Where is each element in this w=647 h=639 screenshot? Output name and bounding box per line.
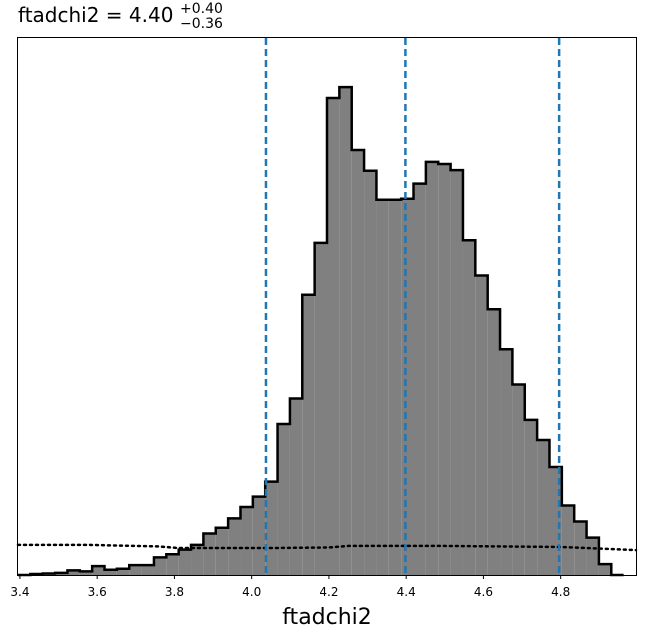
histogram-bar (228, 518, 241, 575)
histogram-bar (178, 549, 192, 575)
x-tick-label: 4.0 (242, 585, 261, 599)
histogram-bar (574, 521, 587, 575)
x-tick-label: 4.4 (397, 585, 416, 599)
histogram-bar (191, 544, 204, 575)
histogram-bar (79, 571, 93, 575)
histogram-bar (598, 564, 612, 575)
histogram-bar (302, 294, 315, 575)
histogram-bar (450, 170, 463, 575)
title-minus-error: −0.36 (180, 16, 223, 32)
histogram-bar (116, 568, 130, 575)
x-tick-label: 3.8 (165, 585, 184, 599)
title-param: ftadchi2 (18, 3, 99, 27)
histogram-bar (475, 275, 488, 575)
histogram-bar (438, 163, 451, 575)
histogram-outline (18, 85, 624, 577)
histogram-bar (500, 349, 513, 575)
histogram-bar (277, 423, 290, 575)
histogram-bar (425, 161, 439, 575)
histogram-bar (141, 565, 154, 575)
histogram-bar (364, 170, 377, 575)
histogram-bar (339, 87, 352, 575)
histogram-bar (487, 309, 501, 575)
title-equals: = (99, 3, 128, 27)
histogram-bar (129, 565, 142, 575)
chart-title: ftadchi2 = 4.40 +0.40 −0.36 (18, 1, 223, 32)
prior-curve (16, 543, 638, 552)
x-tick-label: 3.4 (10, 585, 29, 599)
quantile-lines (264, 38, 561, 575)
title-plus-error: +0.40 (180, 1, 223, 17)
histogram-bar (413, 183, 426, 575)
x-axis-ticks: 3.4 3.6 3.8 4.0 4.2 4.4 4.6 4.8 (10, 575, 570, 599)
histogram (18, 85, 624, 577)
histogram-bar (153, 557, 167, 575)
title-median: 4.40 (129, 3, 174, 27)
histogram-bar (462, 240, 476, 575)
histogram-bar (512, 384, 525, 575)
histogram-bar (67, 570, 80, 575)
plot-frame (17, 37, 637, 576)
histogram-bar (537, 440, 550, 575)
x-tick-label: 4.6 (474, 585, 493, 599)
svg-text:ftadchi2 = 4.40: ftadchi2 = 4.40 (18, 3, 173, 27)
x-tick-label: 4.2 (319, 585, 338, 599)
prior-line (16, 543, 638, 552)
histogram-bar (104, 569, 117, 575)
histogram-bar (586, 537, 599, 575)
histogram-bar (388, 199, 402, 575)
x-tick-label: 4.8 (551, 585, 570, 599)
histogram-bar (166, 554, 179, 575)
histogram-bar (265, 481, 278, 575)
histogram-bar (561, 505, 575, 575)
x-tick-label: 3.6 (88, 585, 107, 599)
histogram-bar (401, 198, 414, 575)
histogram-bar (92, 566, 105, 575)
x-axis-label: ftadchi2 (282, 605, 372, 630)
histogram-bar (327, 98, 340, 575)
histogram-bar (203, 533, 216, 575)
histogram-bar (252, 496, 266, 575)
histogram-bar (240, 507, 253, 575)
histogram-bar (376, 199, 389, 575)
histogram-bar (524, 419, 538, 575)
histogram-bar (351, 149, 365, 575)
histogram-bar (215, 527, 229, 575)
histogram-bar (314, 242, 327, 575)
histogram-bar (289, 398, 303, 575)
